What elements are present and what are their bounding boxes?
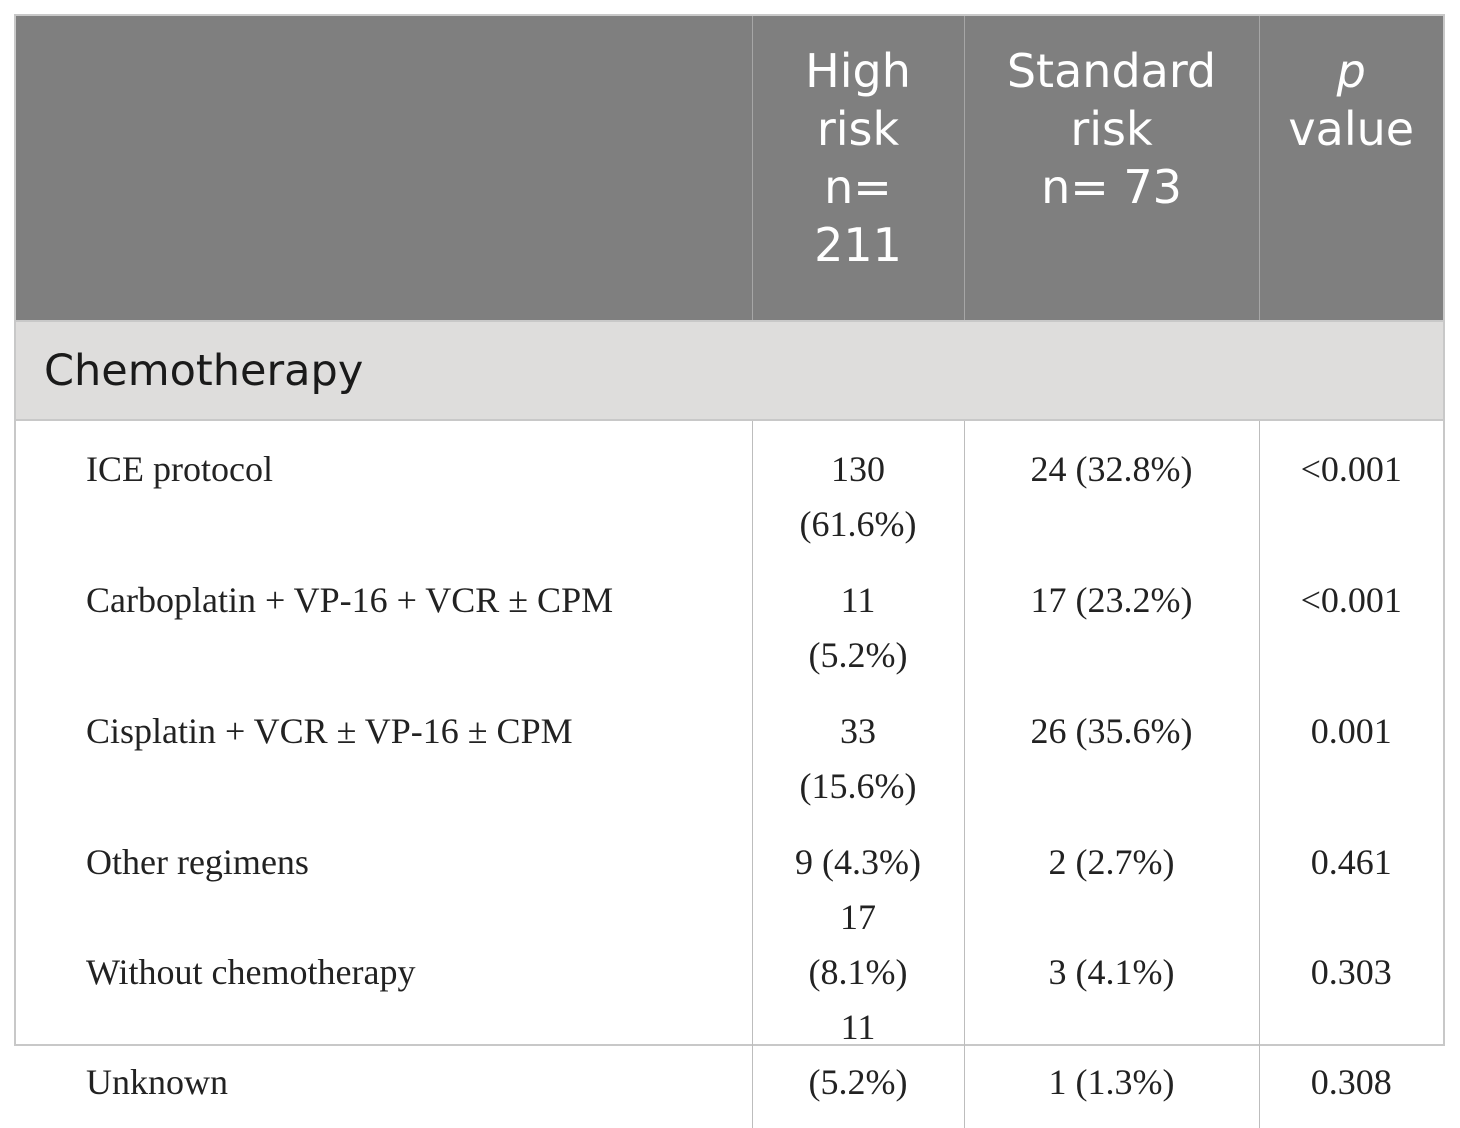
high-risk-value: 11 (5.2%) — [751, 552, 964, 683]
cell-line: Without chemotherapy — [86, 952, 416, 992]
header-line: n= — [824, 160, 892, 214]
table-row: ICE protocol 130 (61.6%) 24 (32.8%) <0.001 — [16, 420, 1443, 552]
cell-line: (8.1%) — [808, 952, 908, 992]
p-value: <0.001 — [1258, 420, 1443, 552]
cell-line: Other regimens — [86, 842, 309, 882]
p-value: 0.303 — [1258, 890, 1443, 1000]
p-value: 0.461 — [1258, 814, 1443, 890]
table-body: Chemotherapy ICE protocol 130 (61.6%) 24 (3… — [16, 321, 1443, 1128]
p-value: 0.001 — [1258, 683, 1443, 814]
cell-line: <0.001 — [1300, 449, 1402, 489]
cell-line: ICE protocol — [86, 449, 273, 489]
cell-line: 1 (1.3%) — [1048, 1062, 1175, 1102]
header-line: High — [805, 44, 911, 98]
header-line: risk — [1070, 102, 1153, 156]
cell-line: 0.001 — [1310, 711, 1392, 751]
chemotherapy-table: High risk n= 211 Standard risk n= 73 p v… — [16, 16, 1443, 1128]
high-risk-value: 130 (61.6%) — [751, 420, 964, 552]
header-line: value — [1288, 102, 1415, 156]
standard-risk-value: 1 (1.3%) — [963, 1000, 1259, 1128]
cell-line: 2 (2.7%) — [1048, 842, 1175, 882]
high-risk-value: 9 (4.3%) — [751, 814, 964, 890]
section-label: Chemotherapy — [16, 321, 1443, 421]
cell-line: 11 — [840, 1007, 876, 1047]
row-label: Unknown — [16, 1000, 752, 1128]
header-line: 211 — [814, 218, 902, 272]
header-line: risk — [816, 102, 900, 156]
data-table: High risk n= 211 Standard risk n= 73 p v… — [14, 14, 1445, 1128]
cell-line: 33 — [840, 711, 876, 751]
high-risk-value: 11 (5.2%) — [751, 1000, 964, 1128]
cell-line: (5.2%) — [808, 1062, 908, 1102]
table-row: Other regimens 9 (4.3%) 2 (2.7%) 0.461 — [16, 814, 1443, 890]
row-label: Without chemotherapy — [16, 890, 752, 1000]
header-line: n= 73 — [1041, 160, 1182, 214]
high-risk-value: 33 (15.6%) — [751, 683, 964, 814]
section-row: Chemotherapy — [16, 321, 1443, 421]
cell-line: (15.6%) — [799, 766, 917, 806]
table-row: Without chemotherapy 17 (8.1%) 3 (4.1%) 0.30… — [16, 890, 1443, 1000]
table-row: Carboplatin + VP-16 + VCR ± CPM 11 (5.2%) 1… — [16, 552, 1443, 683]
standard-risk-value: 17 (23.2%) — [963, 552, 1259, 683]
row-label: ICE protocol — [16, 420, 752, 552]
cell-line: <0.001 — [1300, 580, 1402, 620]
cell-line: 24 (32.8%) — [1030, 449, 1193, 489]
cell-line: 17 — [840, 897, 876, 937]
standard-risk-value: 24 (32.8%) — [963, 420, 1259, 552]
table-row: Unknown 11 (5.2%) 1 (1.3%) 0.308 — [16, 1000, 1443, 1128]
cell-line: 0.303 — [1310, 952, 1392, 992]
high-risk-value: 17 (8.1%) — [751, 890, 964, 1000]
cell-line: (61.6%) — [799, 504, 917, 544]
cell-line: 11 — [840, 580, 876, 620]
header-empty — [16, 16, 752, 322]
p-value: <0.001 — [1258, 552, 1443, 683]
header-line: p — [1336, 44, 1366, 98]
row-label: Other regimens — [16, 814, 752, 890]
standard-risk-value: 2 (2.7%) — [963, 814, 1259, 890]
cell-line: Carboplatin + VP-16 + VCR ± CPM — [86, 580, 614, 620]
cell-line: 17 (23.2%) — [1030, 580, 1193, 620]
cell-line: 0.461 — [1310, 842, 1392, 882]
standard-risk-value: 26 (35.6%) — [963, 683, 1259, 814]
cell-line: 0.308 — [1310, 1062, 1392, 1102]
cell-line: (5.2%) — [808, 635, 908, 675]
standard-risk-value: 3 (4.1%) — [963, 890, 1259, 1000]
table-row: Cisplatin + VCR ± VP-16 ± CPM 33 (15.6%) 26… — [16, 683, 1443, 814]
header-row: High risk n= 211 Standard risk n= 73 p v… — [16, 16, 1443, 322]
header-line: Standard — [1006, 44, 1217, 98]
row-label: Carboplatin + VP-16 + VCR ± CPM — [16, 552, 752, 683]
table-header: High risk n= 211 Standard risk n= 73 p v… — [16, 16, 1443, 322]
cell-line: 9 (4.3%) — [795, 842, 921, 882]
cell-line: 26 (35.6%) — [1030, 711, 1193, 751]
cell-line: 3 (4.1%) — [1048, 952, 1175, 992]
header-p-value: p value — [1258, 16, 1443, 322]
p-value: 0.308 — [1258, 1000, 1443, 1128]
cell-line: Cisplatin + VCR ± VP-16 ± CPM — [86, 711, 573, 751]
header-high-risk: High risk n= 211 — [751, 16, 964, 322]
header-standard-risk: Standard risk n= 73 — [963, 16, 1259, 322]
row-label: Cisplatin + VCR ± VP-16 ± CPM — [16, 683, 752, 814]
cell-line: Unknown — [86, 1062, 228, 1102]
cell-line: 130 — [831, 449, 885, 489]
